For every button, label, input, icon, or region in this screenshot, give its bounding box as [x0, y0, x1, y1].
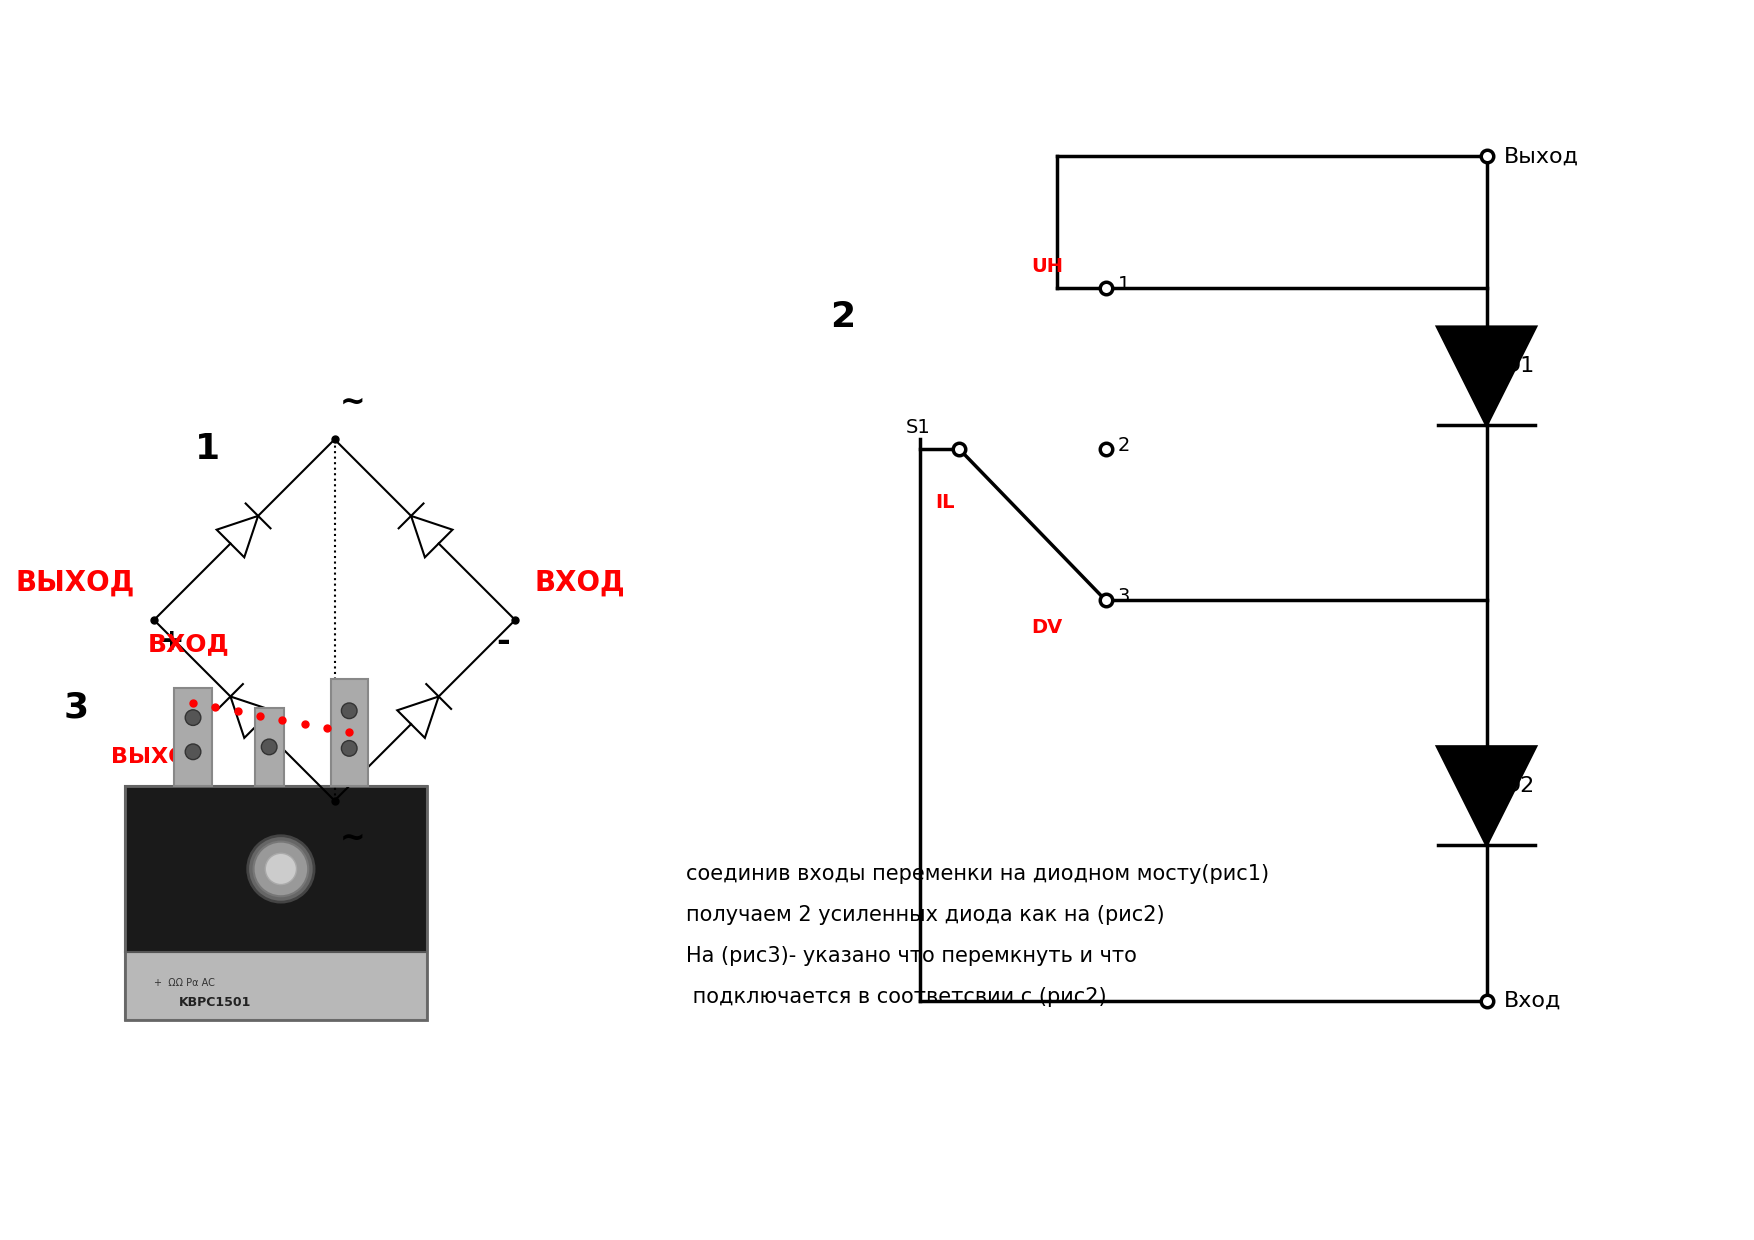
Text: S1: S1	[905, 418, 930, 438]
Circle shape	[186, 744, 202, 760]
Circle shape	[254, 842, 309, 897]
Polygon shape	[1438, 746, 1535, 844]
Text: UH: UH	[1031, 257, 1063, 277]
Text: DV: DV	[1031, 619, 1063, 637]
Text: Выход: Выход	[1505, 146, 1579, 166]
Text: -: -	[496, 625, 510, 658]
Text: +: +	[160, 627, 184, 656]
Text: ~: ~	[339, 388, 365, 417]
Text: 3: 3	[1117, 587, 1130, 606]
Text: 3: 3	[63, 691, 88, 725]
Text: D1: D1	[1505, 356, 1535, 376]
Circle shape	[342, 740, 358, 756]
Text: 2: 2	[830, 300, 854, 335]
Text: Вход: Вход	[1505, 991, 1561, 1011]
Text: ВЫХОД: ВЫХОД	[16, 569, 135, 596]
Text: 2: 2	[1117, 435, 1130, 455]
Circle shape	[247, 836, 314, 903]
Text: соединив входы переменки на диодном мосту(рис1): соединив входы переменки на диодном мост…	[686, 864, 1270, 884]
Circle shape	[186, 709, 202, 725]
Text: IL: IL	[935, 494, 954, 512]
Text: D2: D2	[1505, 776, 1535, 796]
FancyBboxPatch shape	[254, 708, 284, 786]
Circle shape	[265, 853, 296, 884]
Text: ВХОД: ВХОД	[147, 632, 230, 656]
Text: ВЫХОД: ВЫХОД	[111, 746, 207, 766]
Text: ~: ~	[339, 823, 365, 852]
FancyBboxPatch shape	[174, 688, 212, 786]
Circle shape	[342, 703, 358, 719]
Text: ВХОД: ВХОД	[535, 569, 626, 596]
Text: На (рис3)- указано что перемкнуть и что: На (рис3)- указано что перемкнуть и что	[686, 946, 1137, 966]
FancyBboxPatch shape	[125, 952, 428, 1021]
FancyBboxPatch shape	[332, 678, 368, 786]
Circle shape	[261, 739, 277, 755]
Text: 1: 1	[1117, 275, 1130, 294]
Text: получаем 2 усиленных диода как на (рис2): получаем 2 усиленных диода как на (рис2)	[686, 905, 1165, 925]
Polygon shape	[1438, 327, 1535, 425]
Text: KBPC1501: KBPC1501	[179, 996, 251, 1009]
Text: подключается в соответсвии с (рис2): подключается в соответсвии с (рис2)	[686, 987, 1107, 1007]
FancyBboxPatch shape	[125, 786, 428, 952]
Text: +  ΩΩ Ρα AC: + ΩΩ Ρα AC	[154, 978, 214, 988]
Text: 1: 1	[195, 433, 221, 466]
